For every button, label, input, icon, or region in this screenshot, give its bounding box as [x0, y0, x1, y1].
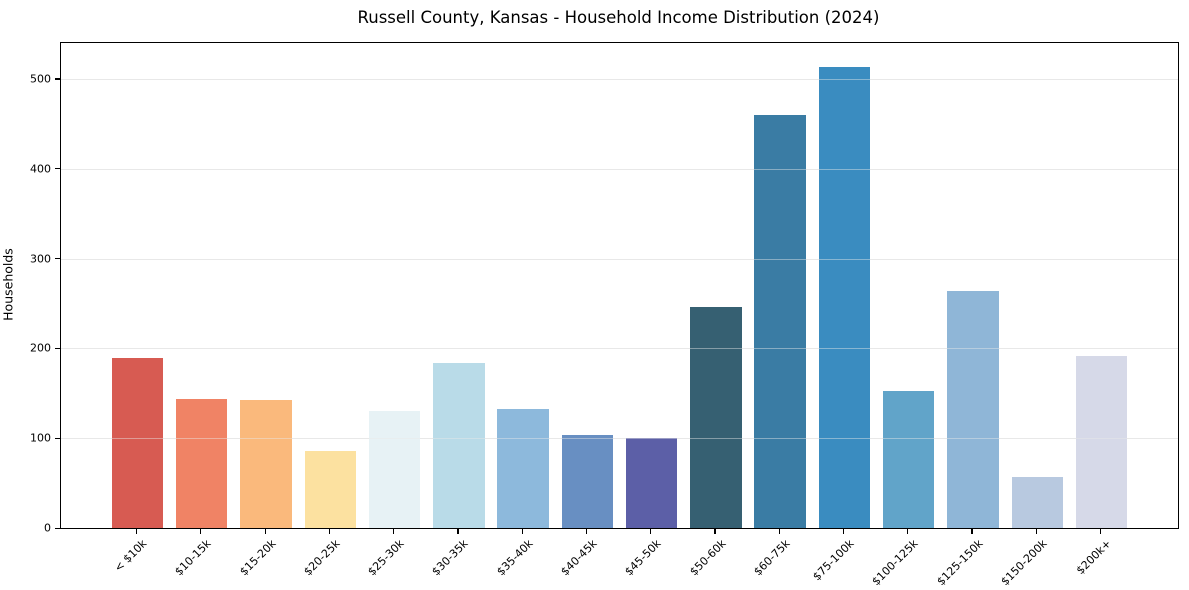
- y-tick-label: 100: [30, 431, 51, 445]
- x-tick-mark: [778, 528, 780, 534]
- x-tick-label: $150-200k: [998, 537, 1050, 589]
- x-tick-mark: [585, 528, 588, 534]
- bar-30-35k: [433, 362, 485, 528]
- y-tick-mark: [55, 258, 60, 260]
- bar-75-100k: [818, 67, 871, 528]
- bar-15-20k: [240, 399, 292, 528]
- gridline-overlay: [61, 78, 1178, 80]
- x-tick-mark: [264, 528, 266, 534]
- x-tick-label: $50-60k: [686, 537, 729, 579]
- chart-title: Russell County, Kansas - Household Incom…: [357, 8, 880, 27]
- gridline: [61, 78, 1178, 80]
- x-tick-label: $15-20k: [236, 537, 279, 579]
- y-tick-label: 300: [30, 252, 51, 266]
- y-tick-mark: [55, 437, 60, 439]
- y-tick-mark: [55, 527, 60, 529]
- x-tick-label: $35-40k: [494, 537, 536, 579]
- bar-50-60k: [690, 307, 742, 528]
- gridline: [61, 168, 1178, 170]
- bar-125-150k: [947, 290, 999, 528]
- y-tick-mark: [55, 347, 60, 350]
- x-tick-label: $30-35k: [429, 537, 472, 579]
- y-tick-label: 200: [30, 341, 51, 355]
- x-tick-mark: [1100, 528, 1102, 534]
- x-tick-mark: [650, 528, 652, 534]
- y-tick-mark: [55, 168, 60, 170]
- x-tick-mark: [907, 528, 909, 534]
- bar-10k: [111, 358, 164, 528]
- bar-40-45k: [561, 434, 614, 528]
- y-tick-mark: [55, 78, 60, 80]
- x-tick-label: $25-30k: [365, 537, 407, 579]
- x-tick-mark: [1035, 528, 1037, 534]
- x-tick-label: $125-150k: [934, 537, 986, 589]
- bar-100-125k: [883, 390, 935, 528]
- y-tick-label: 500: [30, 72, 51, 86]
- x-tick-label: < $10k: [112, 537, 150, 575]
- gridline-overlay: [61, 438, 1178, 440]
- x-tick-label: $200k+: [1073, 537, 1114, 578]
- gridline-overlay: [61, 348, 1178, 350]
- plot-area: [60, 42, 1179, 529]
- x-tick-label: $40-45k: [558, 537, 600, 579]
- x-tick-mark: [842, 528, 845, 534]
- x-tick-mark: [200, 528, 202, 534]
- bar-150-200k: [1011, 476, 1063, 528]
- bar-25-30k: [368, 411, 421, 528]
- y-tick-label: 0: [44, 521, 51, 535]
- x-tick-label: $10-15k: [172, 537, 214, 579]
- x-tick-mark: [328, 528, 330, 534]
- bar-35-40k: [497, 409, 549, 528]
- bar-20-25k: [304, 450, 356, 528]
- x-tick-label: $45-50k: [622, 537, 664, 579]
- x-tick-mark: [714, 528, 716, 534]
- gridline-overlay: [61, 258, 1178, 260]
- x-tick-label: $100-125k: [869, 537, 921, 589]
- bar-200k: [1075, 355, 1128, 528]
- x-tick-label: $20-25k: [301, 537, 343, 579]
- bar-45-50k: [625, 438, 678, 528]
- x-tick-label: $60-75k: [751, 537, 793, 579]
- gridline: [61, 438, 1178, 440]
- x-tick-label: $75-100k: [810, 537, 857, 584]
- x-tick-mark: [457, 528, 459, 534]
- x-tick-mark: [971, 528, 973, 534]
- bar-60-75k: [754, 114, 806, 528]
- gridline-overlay: [61, 168, 1178, 170]
- bar-10-15k: [176, 398, 228, 528]
- x-tick-mark: [393, 528, 395, 534]
- x-tick-mark: [521, 528, 523, 534]
- gridline: [61, 258, 1178, 260]
- x-tick-mark: [135, 528, 138, 534]
- y-axis-label: Households: [0, 248, 16, 321]
- gridline: [61, 348, 1178, 350]
- y-tick-label: 400: [30, 162, 51, 176]
